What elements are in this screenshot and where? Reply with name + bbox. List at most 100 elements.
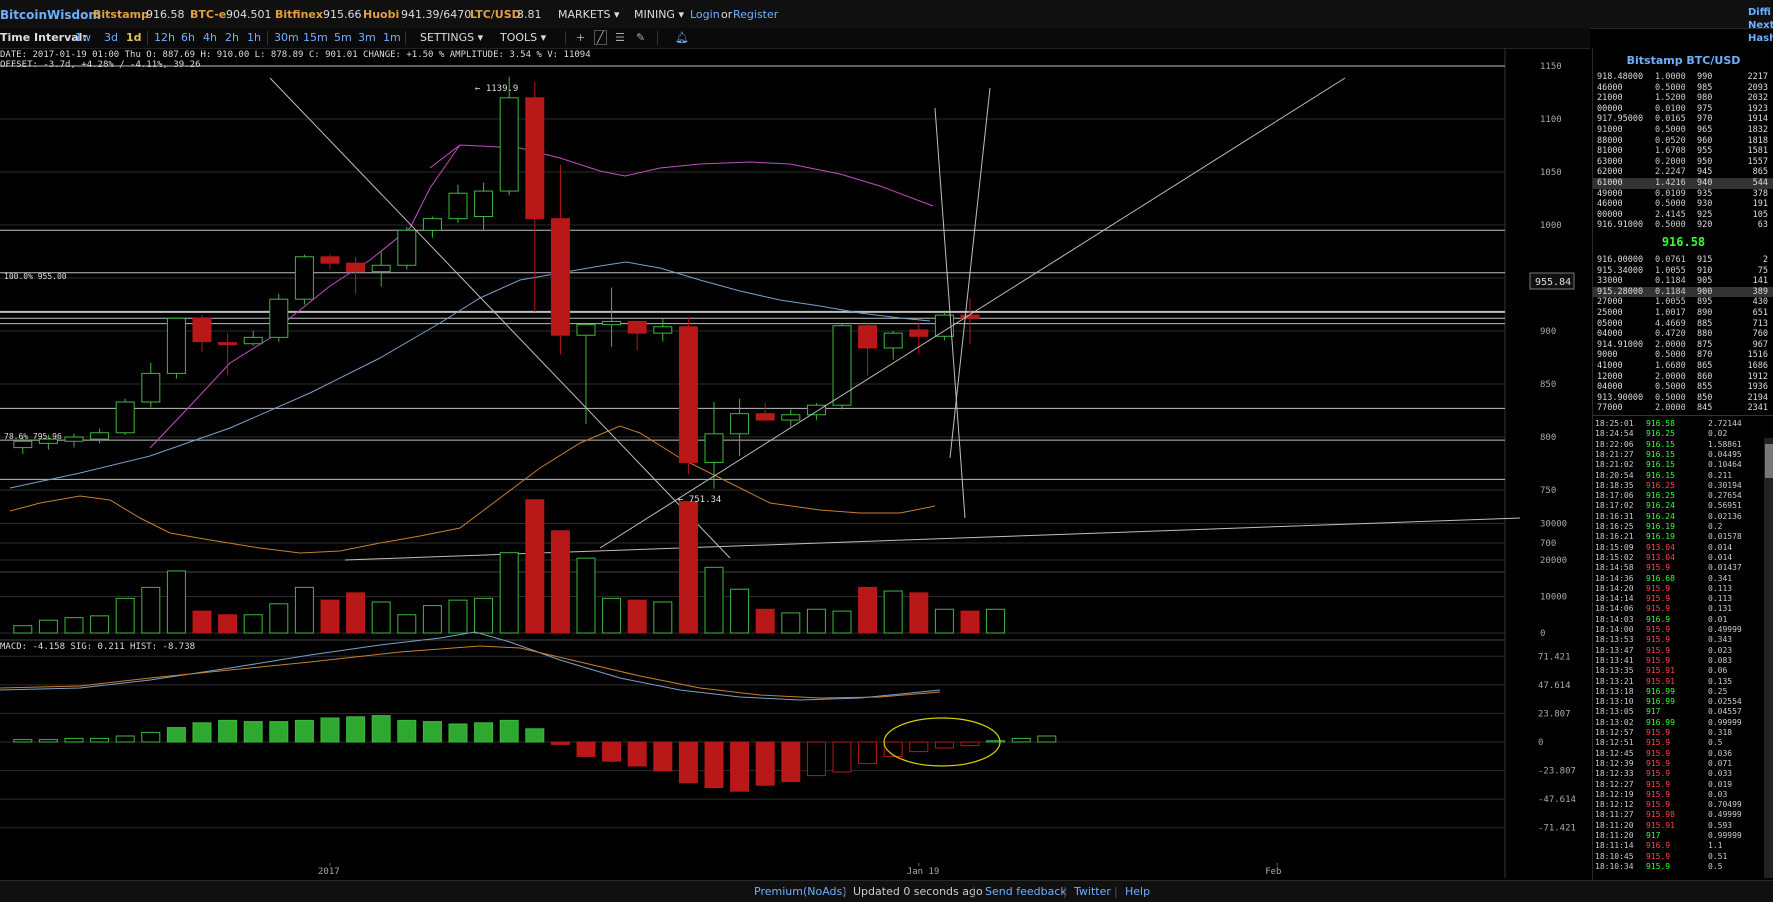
depth-volume: 1936	[1747, 382, 1768, 393]
trade-row: 18:12:39 915.9 0.071	[1595, 759, 1763, 769]
trend-line	[934, 107, 966, 519]
crosshair-icon[interactable]: +	[576, 31, 586, 44]
trade-time: 18:13:53	[1595, 635, 1634, 645]
trades-scrollbar[interactable]	[1764, 438, 1773, 878]
macd-bar	[602, 741, 622, 762]
send-feedback-link[interactable]: Send feedback	[985, 885, 1067, 898]
mining-menu[interactable]: MINING ▾	[634, 8, 684, 21]
depth-volume: 2217	[1747, 72, 1768, 82]
volume-bar	[38, 619, 58, 634]
bell-icon[interactable]: 🔔︎	[675, 31, 689, 44]
settings-menu[interactable]: SETTINGS ▾	[420, 31, 483, 44]
trade-time: 18:14:58	[1595, 563, 1634, 573]
exchange-bitstamp[interactable]: Bitstamp	[93, 8, 149, 21]
exchange-ltcusd[interactable]: LTC/USD	[470, 8, 521, 21]
trade-time: 18:13:18	[1595, 686, 1634, 696]
trade-time: 18:14:20	[1595, 583, 1634, 593]
trade-row: 18:12:57 915.9 0.318	[1595, 728, 1763, 738]
interval-4h[interactable]: 4h	[203, 31, 217, 44]
macd-panel	[0, 631, 1057, 792]
interval-3m[interactable]: 3m	[358, 31, 376, 44]
volume-bar	[346, 592, 366, 634]
divider	[657, 31, 658, 45]
difficulty-panel-edge[interactable]: Diffi Next Hash	[1748, 6, 1773, 45]
ask-row: 63000 0.2000 950 1557	[1593, 157, 1773, 168]
pencil-icon[interactable]: ✎	[636, 31, 646, 44]
trade-price: 915.9	[1646, 655, 1671, 665]
macd-tick-label: -23.807	[1538, 767, 1576, 777]
interval-5m[interactable]: 5m	[334, 31, 352, 44]
ask-price: 00000	[1597, 103, 1623, 114]
exchange-btce[interactable]: BTC-e	[190, 8, 227, 21]
trade-time: 18:22:06	[1595, 439, 1634, 449]
bid-row: 05000 4.4669 885 713	[1593, 319, 1773, 330]
volume-bar	[883, 590, 903, 634]
trade-row: 18:12:12 915.9 0.70499	[1595, 800, 1763, 810]
exchange-bitfinex[interactable]: Bitfinex	[275, 8, 323, 21]
interval-15m[interactable]: 15m	[303, 31, 328, 44]
interval-1m[interactable]: 1m	[383, 31, 401, 44]
interval-1h[interactable]: 1h	[247, 31, 261, 44]
interval-2h[interactable]: 2h	[225, 31, 239, 44]
trade-time: 18:14:06	[1595, 604, 1634, 614]
interval-1w[interactable]: 1w	[75, 31, 91, 44]
bid-amount: 1.0055	[1655, 297, 1686, 308]
depth-volume: 2093	[1747, 82, 1768, 93]
register-link[interactable]: Register	[733, 8, 779, 21]
interval-3d[interactable]: 3d	[104, 31, 118, 44]
divider	[1593, 415, 1773, 416]
chevron-down-icon: ▾	[477, 31, 484, 44]
bid-price: 915.34000	[1597, 265, 1644, 276]
orderbook-title[interactable]: Bitstamp BTC/USD	[1626, 54, 1741, 67]
twitter-link[interactable]: Twitter	[1074, 885, 1111, 898]
interval-30m[interactable]: 30m	[274, 31, 299, 44]
trade-row: 18:14:36 916.68 0.341	[1595, 574, 1763, 584]
trade-amount: 0.2	[1708, 522, 1723, 531]
macd-tick-label: 71.421	[1538, 652, 1571, 662]
price-btce: 904.501	[226, 8, 272, 21]
interval-6h[interactable]: 6h	[181, 31, 195, 44]
interval-12h[interactable]: 12h	[154, 31, 175, 44]
edge-line-2: Next	[1748, 20, 1773, 31]
exchange-huobi[interactable]: Huobi	[363, 8, 400, 21]
price-chart[interactable]: 1150110010501000950900850800750700300002…	[0, 48, 1592, 880]
trade-row: 18:14:03 916.9 0.01	[1595, 615, 1763, 625]
trade-time: 18:12:33	[1595, 769, 1634, 779]
trade-price: 915.91	[1646, 820, 1675, 830]
trade-time: 18:13:02	[1595, 717, 1634, 727]
trade-row: 18:11:14 916.9 1.1	[1595, 842, 1763, 851]
macd-bar	[346, 716, 366, 743]
tools-menu[interactable]: TOOLS ▾	[500, 31, 546, 44]
help-link[interactable]: Help	[1125, 885, 1151, 898]
premium-link[interactable]: Premium(NoAds)	[754, 885, 847, 898]
depth-price: 865	[1697, 361, 1713, 371]
bid-price: 916.00000	[1597, 255, 1644, 265]
markets-menu[interactable]: MARKETS ▾	[558, 8, 620, 21]
site-logo[interactable]: BitcoinWisdom	[0, 8, 101, 22]
volume-bar	[192, 610, 212, 634]
line-tool-icon[interactable]: ╱	[594, 30, 607, 45]
candle-body	[141, 372, 161, 403]
candle-body	[269, 298, 289, 338]
macd-bar	[474, 722, 494, 743]
trade-price: 916.15	[1646, 439, 1675, 449]
depth-price: 910	[1697, 265, 1713, 276]
ask-row: 61000 1.4216 940 544	[1593, 178, 1773, 189]
trade-row: 18:18:35 916.25 0.30194	[1595, 480, 1763, 491]
trade-time: 18:18:35	[1595, 480, 1634, 490]
bid-amount: 0.0761	[1655, 255, 1686, 265]
trade-amount: 0.49999	[1708, 625, 1742, 634]
interval-1d[interactable]: 1d	[126, 31, 142, 44]
volume-bar	[909, 592, 929, 634]
bid-price: 913.90000	[1597, 392, 1644, 403]
volume-bar	[806, 608, 826, 634]
annotations: ← 1139.9 ← 751.34 100.0% 955.00 78.6% 79…	[0, 84, 1575, 767]
ask-row: 46000 0.5000 930 191	[1593, 199, 1773, 210]
volume-bar	[243, 614, 263, 634]
hlines-icon[interactable]: ☰	[615, 31, 625, 44]
trade-row: 18:10:34 915.9 0.5	[1595, 862, 1763, 872]
candle-body	[653, 326, 673, 334]
login-link[interactable]: Login	[690, 8, 720, 21]
scroll-thumb[interactable]	[1765, 444, 1773, 478]
macd-bar	[832, 741, 852, 773]
